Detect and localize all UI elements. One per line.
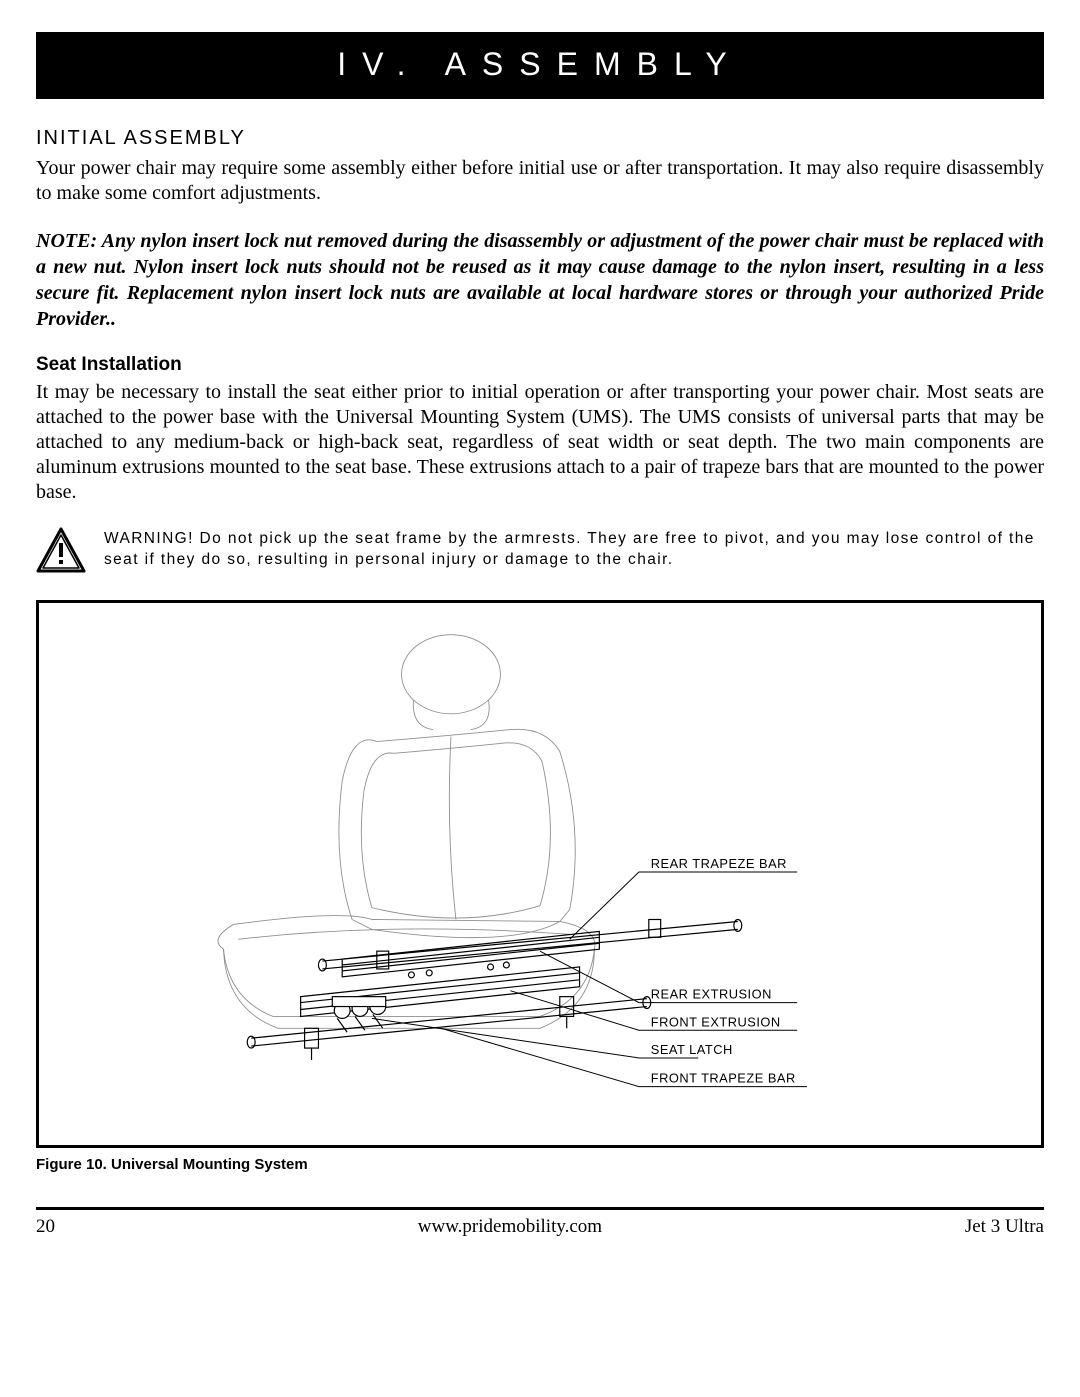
callout-front-trapeze: FRONT TRAPEZE BAR <box>651 1071 796 1086</box>
footer-product: Jet 3 Ultra <box>965 1216 1044 1238</box>
note-text: NOTE: Any nylon insert lock nut removed … <box>36 228 1044 332</box>
figure-box: REAR TRAPEZE BAR REAR EXTRUSION FRONT EX… <box>36 600 1044 1148</box>
callout-rear-trapeze: REAR TRAPEZE BAR <box>651 856 787 871</box>
warning-block: WARNING! Do not pick up the seat frame b… <box>36 527 1044 578</box>
body-seat-installation: It may be necessary to install the seat … <box>36 380 1044 505</box>
figure-caption: Figure 10. Universal Mounting System <box>36 1156 1044 1173</box>
sub-heading-seat-installation: Seat Installation <box>36 354 1044 376</box>
chapter-header-bar: IV. ASSEMBLY <box>36 32 1044 99</box>
chapter-title: IV. ASSEMBLY <box>337 46 742 82</box>
warning-text: WARNING! Do not pick up the seat frame b… <box>104 527 1044 571</box>
footer-page-number: 20 <box>36 1216 55 1238</box>
callout-front-extrusion: FRONT EXTRUSION <box>651 1014 781 1029</box>
footer-rule <box>36 1207 1044 1210</box>
figure-svg: REAR TRAPEZE BAR REAR EXTRUSION FRONT EX… <box>39 603 1041 1145</box>
warning-triangle-icon <box>36 527 86 578</box>
footer-row: 20 www.pridemobility.com Jet 3 Ultra <box>36 1216 1044 1238</box>
callout-rear-extrusion: REAR EXTRUSION <box>651 987 772 1002</box>
callout-seat-latch: SEAT LATCH <box>651 1042 733 1057</box>
footer-url: www.pridemobility.com <box>418 1216 602 1238</box>
manual-page: IV. ASSEMBLY INITIAL ASSEMBLY Your power… <box>0 0 1080 1397</box>
section-heading-initial-assembly: INITIAL ASSEMBLY <box>36 127 1044 150</box>
body-initial-assembly: Your power chair may require some assemb… <box>36 156 1044 206</box>
